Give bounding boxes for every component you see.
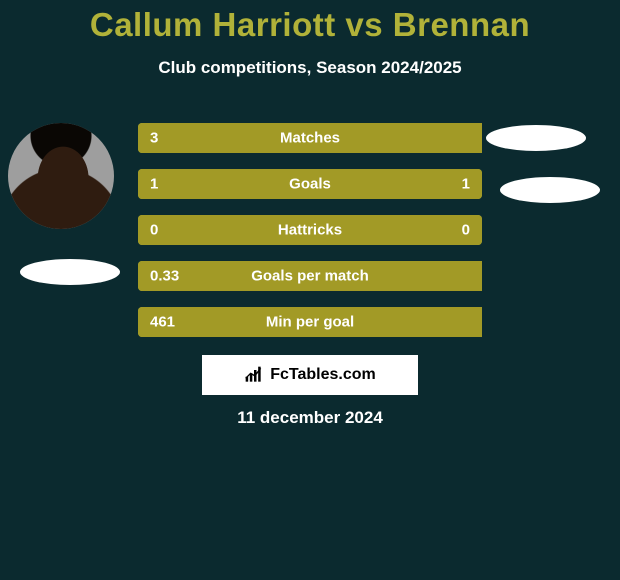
comparison-title: Callum Harriott vs Brennan xyxy=(0,0,620,44)
stat-value-left: 1 xyxy=(150,176,158,193)
stat-label: Goals per match xyxy=(251,268,369,285)
stat-bar-fill-left xyxy=(138,169,310,199)
stat-label: Matches xyxy=(280,130,340,147)
stat-value-left: 461 xyxy=(150,314,175,331)
stat-bar: 0.33 Goals per match xyxy=(138,261,482,291)
watermark-text: FcTables.com xyxy=(270,366,376,384)
stat-value-left: 0 xyxy=(150,222,158,239)
player-left-name-blob xyxy=(20,259,120,285)
stat-value-right: 1 xyxy=(462,176,470,193)
comparison-subtitle: Club competitions, Season 2024/2025 xyxy=(0,58,620,78)
stat-bar: 0 0 Hattricks xyxy=(138,215,482,245)
stat-value-right: 0 xyxy=(462,222,470,239)
stat-label: Min per goal xyxy=(266,314,354,331)
avatar-placeholder-face xyxy=(8,123,114,229)
stat-bar: 461 Min per goal xyxy=(138,307,482,337)
watermark: FcTables.com xyxy=(202,355,418,395)
player-right-name-blob xyxy=(500,177,600,203)
stat-label: Hattricks xyxy=(278,222,342,239)
stat-label: Goals xyxy=(289,176,331,193)
stat-bar-fill-right xyxy=(310,169,482,199)
stat-value-left: 0.33 xyxy=(150,268,179,285)
stat-bar: 3 Matches xyxy=(138,123,482,153)
snapshot-date: 11 december 2024 xyxy=(0,408,620,428)
player-left-avatar xyxy=(8,123,114,229)
chart-icon xyxy=(244,365,264,385)
player-right-avatar-blob xyxy=(486,125,586,151)
stat-bars: 3 Matches 1 1 Goals 0 0 Hattricks 0.33 Goals per … xyxy=(138,123,482,353)
comparison-card: Callum Harriott vs Brennan Club competit… xyxy=(0,0,620,580)
stat-bar: 1 1 Goals xyxy=(138,169,482,199)
stat-value-left: 3 xyxy=(150,130,158,147)
